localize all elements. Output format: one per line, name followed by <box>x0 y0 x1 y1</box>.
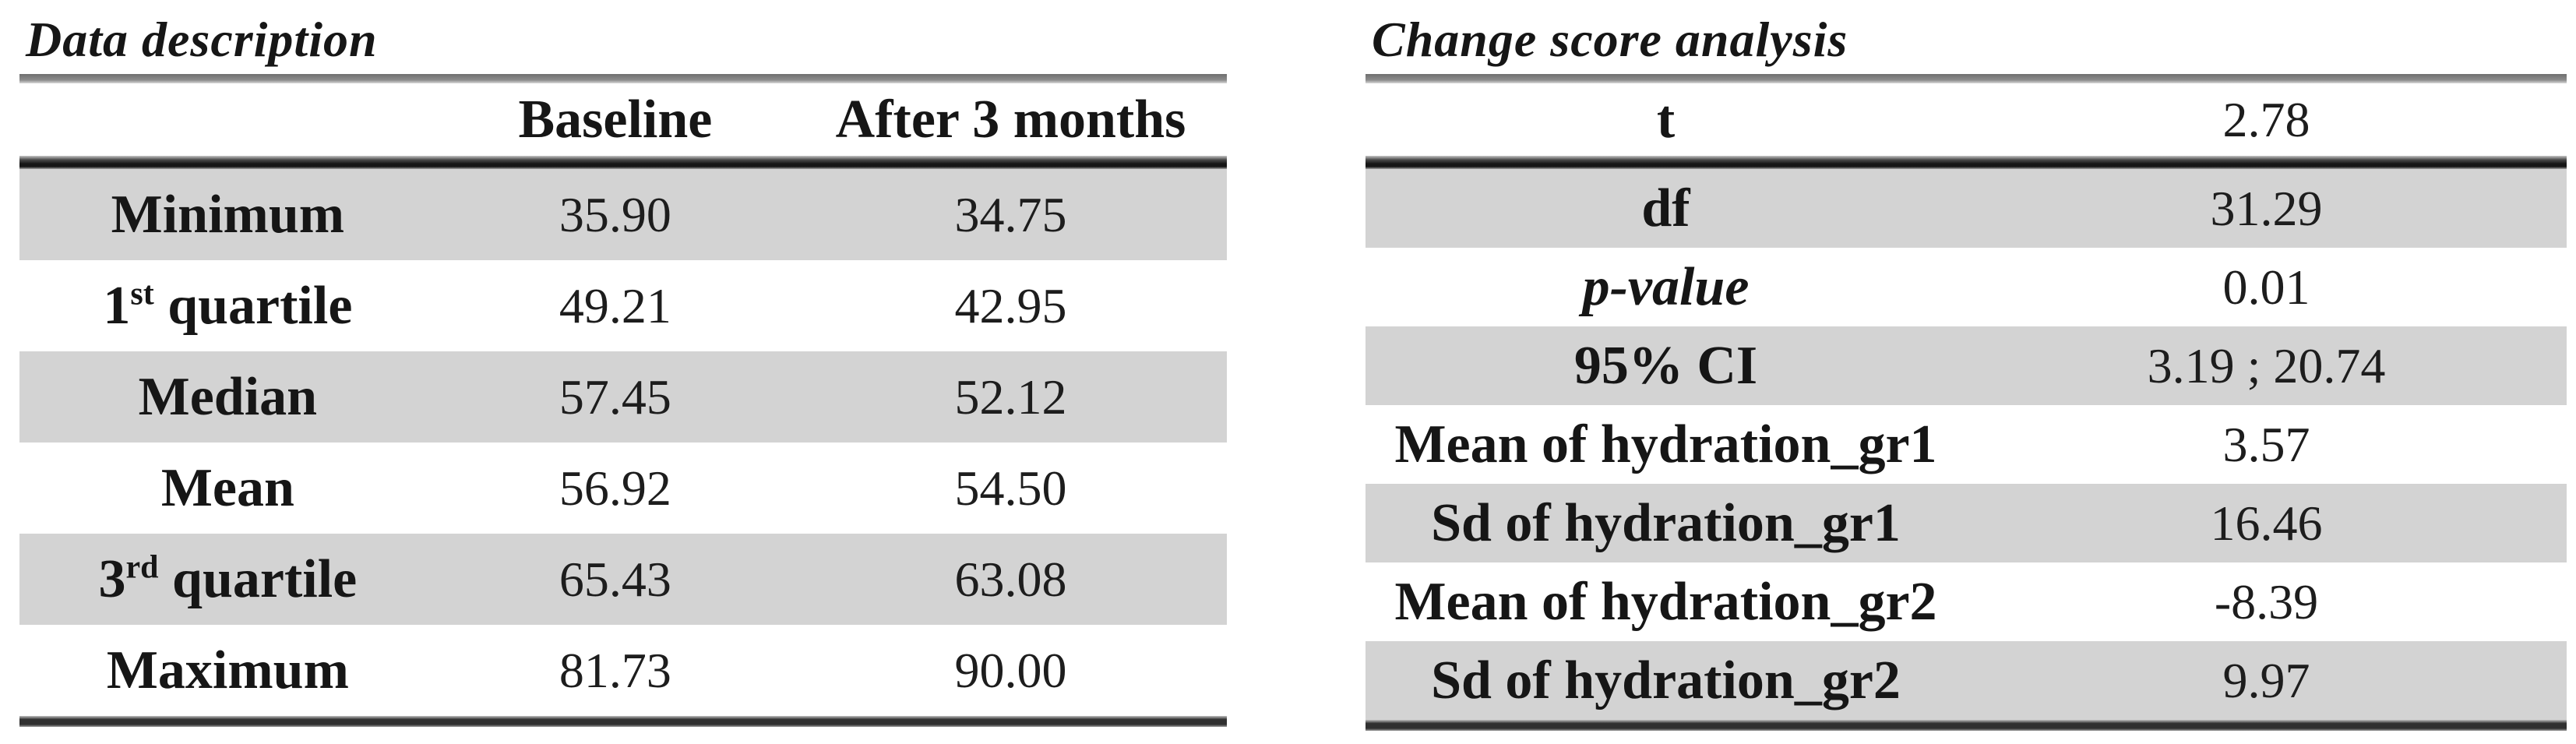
stat-label: df <box>1641 178 1690 238</box>
row-label-text: Maximum <box>106 640 349 700</box>
header-separator-rule <box>1366 156 2567 169</box>
row-label-text: Median <box>138 366 318 427</box>
baseline-value: 35.90 <box>559 186 671 242</box>
stat-value: 2.78 <box>2222 91 2310 147</box>
row-label: Median <box>19 366 436 428</box>
stat-label: Mean of hydration_gr1 <box>1394 414 1937 474</box>
stat-value: 0.01 <box>2222 259 2310 315</box>
row-label-superscript: st <box>130 276 154 312</box>
after-3-months-value: 42.95 <box>954 277 1067 333</box>
table-row-median: Median 57.45 52.12 <box>19 351 1227 443</box>
row-label-rest: quartile <box>158 548 358 609</box>
row-label: Maximum <box>19 640 436 702</box>
change-score-analysis-title: Change score analysis <box>1372 12 1848 67</box>
row-label: 1st quartile <box>19 275 436 337</box>
baseline-value: 57.45 <box>559 368 671 425</box>
after-3-months-value: 34.75 <box>954 186 1067 242</box>
table-row-minimum: Minimum 35.90 34.75 <box>19 169 1227 260</box>
table-bottom-rule <box>1366 720 2567 731</box>
stat-label: 95% CI <box>1573 335 1758 396</box>
table-row-mean: Mean 56.92 54.50 <box>19 443 1227 534</box>
stat-label: Sd of hydration_gr2 <box>1431 650 1901 711</box>
stat-value: 16.46 <box>2210 495 2323 551</box>
row-label-rest: quartile <box>153 275 353 336</box>
table-row-sd-hydration-gr1: Sd of hydration_gr1 16.46 <box>1366 484 2567 562</box>
table-row-3rd-quartile: 3rd quartile 65.43 63.08 <box>19 534 1227 625</box>
data-description-table: Baseline After 3 months Minimum 35.90 34… <box>19 74 1227 727</box>
table-row-1st-quartile: 1st quartile 49.21 42.95 <box>19 260 1227 351</box>
baseline-value: 65.43 <box>559 551 671 607</box>
table-top-rule <box>1366 74 2567 83</box>
stat-label: p-value <box>1582 256 1750 317</box>
table-row-maximum: Maximum 81.73 90.00 <box>19 625 1227 716</box>
row-label-text: Minimum <box>111 184 345 245</box>
baseline-value: 56.92 <box>559 460 671 516</box>
stat-label: t <box>1656 89 1676 150</box>
row-label-text: 1 <box>103 275 131 336</box>
table-row-sd-hydration-gr2: Sd of hydration_gr2 9.97 <box>1366 641 2567 720</box>
table-row-mean-hydration-gr2: Mean of hydration_gr2 -8.39 <box>1366 562 2567 641</box>
table-row-p-value: p-value 0.01 <box>1366 248 2567 326</box>
table-row-t: t 2.78 <box>1366 83 2567 156</box>
after-3-months-value: 54.50 <box>954 460 1067 516</box>
table-bottom-rule <box>19 716 1227 727</box>
stat-value: 31.29 <box>2210 180 2323 236</box>
header-separator-rule <box>19 156 1227 169</box>
stat-label: Mean of hydration_gr2 <box>1394 571 1937 632</box>
after-3-months-value: 90.00 <box>954 642 1067 698</box>
after-3-months-value: 52.12 <box>954 368 1067 425</box>
table-row-95-ci: 95% CI 3.19 ; 20.74 <box>1366 326 2567 405</box>
row-label-text: 3 <box>98 548 126 609</box>
after-3-months-value: 63.08 <box>954 551 1067 607</box>
row-label-text: Mean <box>160 457 294 518</box>
row-label-superscript: rd <box>125 549 159 586</box>
stat-value: 9.97 <box>2222 652 2310 708</box>
baseline-value: 81.73 <box>559 642 671 698</box>
table-top-rule <box>19 74 1227 83</box>
row-label: Mean <box>19 457 436 520</box>
stat-value: 3.19 ; 20.74 <box>2147 337 2386 393</box>
stat-value: -8.39 <box>2214 573 2319 629</box>
table-row-df: df 31.29 <box>1366 169 2567 248</box>
row-label: Minimum <box>19 184 436 246</box>
baseline-value: 49.21 <box>559 277 671 333</box>
column-header-baseline: Baseline <box>518 89 713 150</box>
table-row-mean-hydration-gr1: Mean of hydration_gr1 3.57 <box>1366 405 2567 484</box>
stat-label: Sd of hydration_gr1 <box>1431 492 1901 553</box>
stat-value: 3.57 <box>2222 416 2310 472</box>
header-row: Baseline After 3 months <box>19 83 1227 156</box>
column-header-after-3-months: After 3 months <box>835 89 1186 150</box>
change-score-analysis-table: t 2.78 df 31.29 p-value 0.01 95% CI 3.19… <box>1366 74 2567 731</box>
row-label: 3rd quartile <box>19 548 436 611</box>
data-description-title: Data description <box>26 12 378 67</box>
